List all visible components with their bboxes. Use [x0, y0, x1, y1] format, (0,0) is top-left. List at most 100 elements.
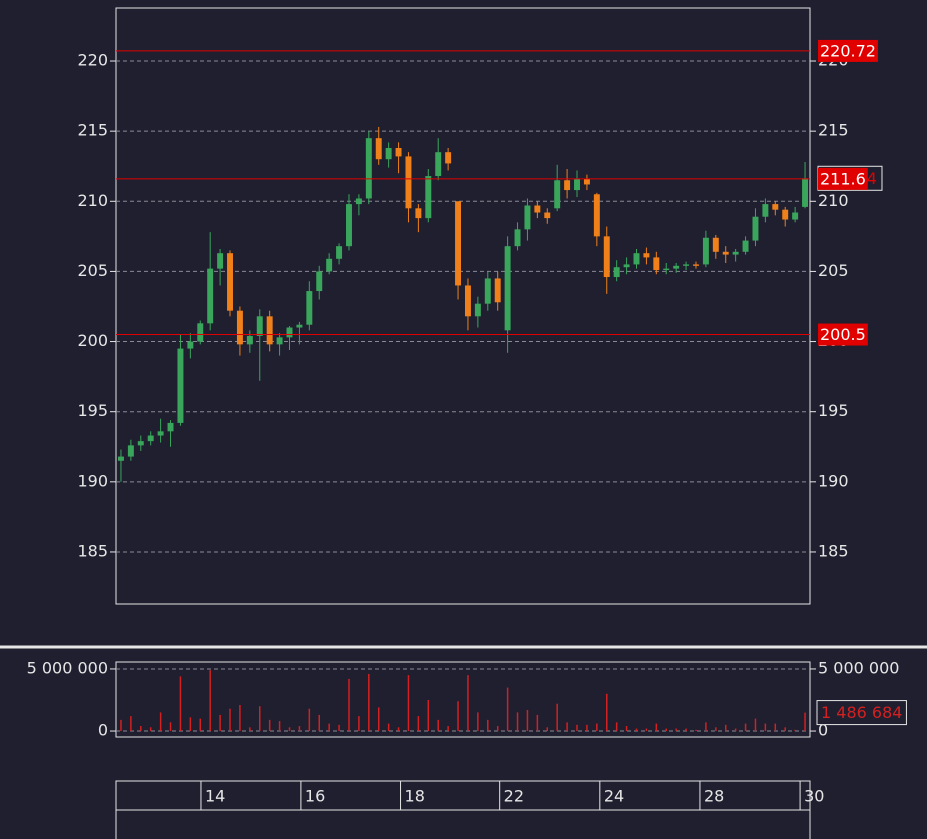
candle-body — [474, 303, 481, 317]
candle-body — [246, 335, 253, 345]
price-level-tag — [818, 323, 868, 346]
candle-body — [564, 180, 571, 191]
candle-body — [435, 152, 442, 177]
candle-body — [653, 257, 660, 271]
y-tick-label: 210 — [818, 191, 849, 210]
price-level-tag — [818, 167, 868, 190]
y-tick-label: 195 — [77, 401, 108, 420]
candle-body — [117, 456, 124, 461]
candle-body — [623, 264, 630, 268]
candle-body — [375, 138, 382, 160]
candle-body — [633, 253, 640, 265]
candle-body — [137, 441, 144, 446]
candle-body — [554, 180, 561, 209]
candle-body — [534, 205, 541, 213]
price-level-label: 211.6 — [820, 169, 866, 188]
candle-body — [395, 147, 402, 157]
y-tick-label: 200 — [77, 331, 108, 350]
y-tick-label: 205 — [77, 261, 108, 280]
candle-body — [157, 431, 164, 436]
y-tick-label: 0 — [818, 721, 828, 740]
candle-body — [445, 152, 452, 164]
candle-body — [266, 316, 273, 345]
candle-body — [316, 271, 323, 292]
candle-body — [464, 285, 471, 317]
candle-body — [286, 327, 293, 338]
candle-body — [227, 253, 233, 311]
candle-body — [147, 435, 154, 442]
candle-body — [613, 267, 620, 278]
candle-body — [802, 178, 809, 207]
candle-body — [752, 216, 759, 241]
candle-body — [603, 236, 610, 278]
x-tick-label: 22 — [504, 787, 524, 806]
candle-body — [504, 246, 511, 331]
candle-body — [693, 264, 699, 266]
candle-body — [702, 237, 709, 265]
candle-body — [762, 204, 769, 217]
x-tick-label: 28 — [704, 787, 724, 806]
candle-body — [574, 178, 580, 191]
candle-body — [197, 323, 204, 342]
candle-body — [167, 422, 174, 432]
candle-body — [494, 278, 501, 303]
candle-body — [385, 147, 392, 160]
price-level-tag — [818, 39, 878, 62]
candle-body — [792, 212, 799, 220]
candle-body — [355, 198, 362, 205]
x-tick-label: 16 — [305, 787, 325, 806]
candle-body — [256, 316, 263, 336]
candle-body — [484, 278, 491, 304]
y-tick-label: 220 — [77, 51, 108, 70]
y-tick-label: 205 — [818, 261, 849, 280]
x-tick-label: 14 — [205, 787, 225, 806]
candle-body — [346, 204, 352, 247]
candle-body — [415, 208, 422, 219]
price-level-label: 200.5 — [820, 325, 866, 344]
candle-body — [712, 237, 719, 252]
candle-body — [722, 251, 729, 255]
candle-body — [127, 445, 134, 457]
y-tick-label: 190 — [818, 471, 849, 490]
price-level-label: 220.72 — [820, 41, 876, 60]
y-tick-label: 185 — [818, 541, 849, 560]
y-tick-label: 215 — [77, 121, 108, 140]
candle-body — [583, 178, 590, 185]
candle-body — [296, 324, 303, 328]
candle-body — [365, 138, 372, 199]
candle-body — [732, 251, 739, 255]
candle-body — [663, 268, 670, 271]
candle-body — [673, 265, 680, 269]
candle-body — [405, 156, 412, 209]
volume-panel-frame — [115, 661, 811, 738]
candle-body — [683, 264, 690, 266]
candle-body — [306, 291, 313, 325]
candle-body — [425, 176, 432, 219]
candle-body — [782, 209, 789, 220]
candle-body — [187, 341, 194, 349]
candle-body — [236, 310, 243, 345]
candle-body — [772, 204, 779, 210]
candle-body — [544, 212, 551, 219]
candle-body — [455, 201, 462, 286]
candle-body — [276, 337, 283, 345]
y-tick-label: 190 — [77, 471, 108, 490]
last-volume-box — [816, 700, 907, 726]
y-tick-label: 185 — [77, 541, 108, 560]
x-tick-label: 30 — [804, 787, 824, 806]
candle-body — [524, 205, 531, 230]
price-panel-frame — [115, 7, 811, 605]
candle-body — [326, 258, 333, 272]
y-tick-label: 5 000 000 — [818, 658, 899, 677]
candle-body — [514, 229, 521, 247]
candle-body — [207, 268, 214, 324]
y-tick-label: 5 000 000 — [27, 658, 108, 677]
y-tick-label: 215 — [818, 121, 849, 140]
candle-body — [742, 240, 749, 252]
x-tick-label: 24 — [604, 787, 624, 806]
last-volume-label: 1 486 684 — [821, 703, 902, 722]
y-tick-label: 0 — [98, 721, 108, 740]
candle-body — [593, 194, 600, 237]
candle-body — [336, 246, 343, 259]
